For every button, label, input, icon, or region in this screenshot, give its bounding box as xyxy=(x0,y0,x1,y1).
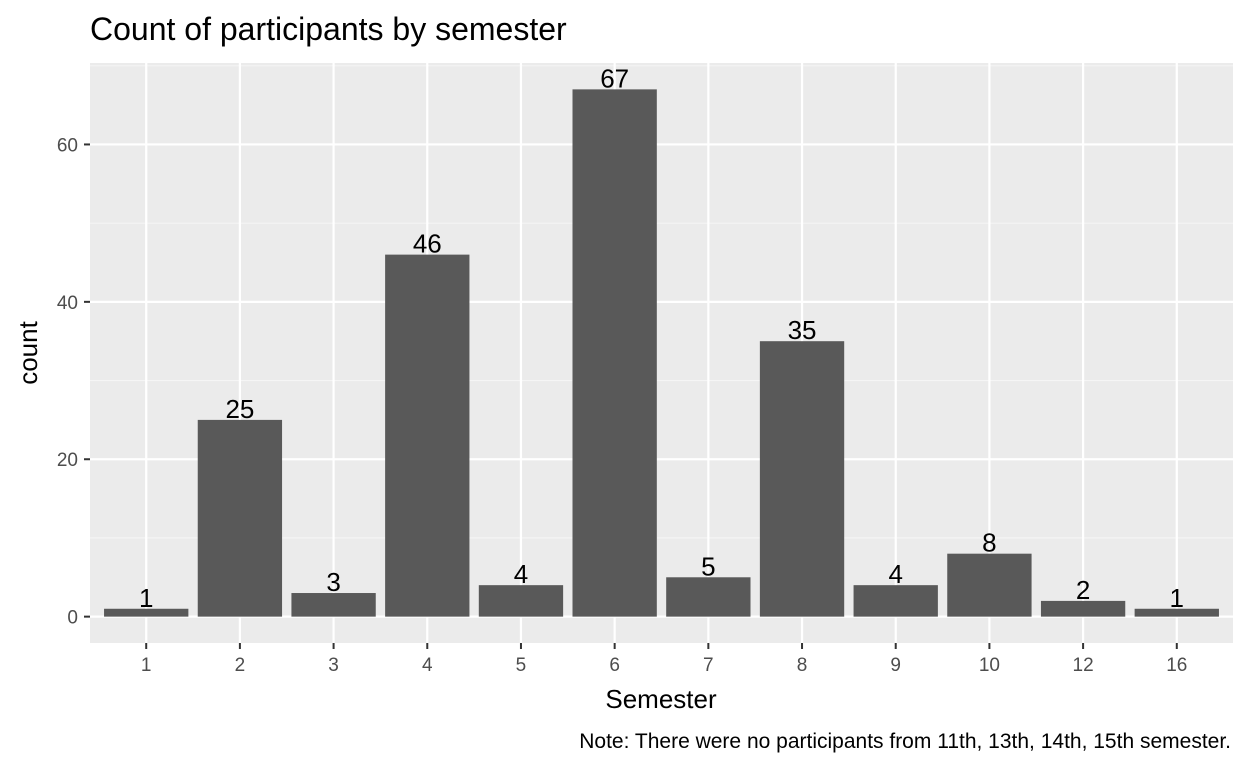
x-axis-title: Semester xyxy=(605,684,717,714)
bar xyxy=(759,341,845,617)
bar xyxy=(1040,600,1126,617)
bar xyxy=(1134,608,1219,617)
x-tick-label: 1 xyxy=(141,655,152,676)
y-tick-label: 0 xyxy=(67,608,78,629)
data-label: 2 xyxy=(1076,575,1090,605)
data-label: 25 xyxy=(225,394,254,424)
x-tick-label: 5 xyxy=(516,655,527,676)
x-axis: 1 2 3 4 5 6 7 8 9 10 12 16 xyxy=(141,643,1187,676)
bar xyxy=(291,593,376,617)
bar xyxy=(478,585,564,617)
x-tick-label: 6 xyxy=(609,655,620,676)
y-tick-label: 20 xyxy=(57,450,78,471)
data-label: 4 xyxy=(888,559,902,589)
y-tick-label: 60 xyxy=(57,135,78,156)
x-tick-label: 10 xyxy=(979,655,1000,676)
bar xyxy=(104,608,189,617)
bar xyxy=(666,577,751,617)
bar xyxy=(947,553,1032,617)
data-label: 67 xyxy=(600,63,629,93)
x-tick-label: 4 xyxy=(422,655,433,676)
data-labels: 1 25 3 46 4 67 5 35 4 8 2 1 xyxy=(139,63,1184,612)
x-tick-label: 8 xyxy=(797,655,808,676)
chart-title: Count of participants by semester xyxy=(90,11,567,47)
y-tick-label: 40 xyxy=(57,293,78,314)
data-label: 35 xyxy=(788,315,817,345)
bar xyxy=(197,419,283,617)
bar xyxy=(572,89,657,617)
x-tick-label: 3 xyxy=(328,655,339,676)
data-label: 8 xyxy=(982,528,996,558)
x-tick-label: 2 xyxy=(235,655,246,676)
y-axis-title: count xyxy=(13,320,43,384)
bar xyxy=(853,585,938,617)
data-label: 5 xyxy=(701,551,715,581)
x-tick-label: 7 xyxy=(703,655,714,676)
data-label: 46 xyxy=(413,229,442,259)
x-tick-label: 9 xyxy=(890,655,901,676)
y-axis: 0 20 40 60 xyxy=(57,135,90,629)
data-label: 1 xyxy=(139,583,153,613)
bar xyxy=(385,254,470,617)
data-label: 4 xyxy=(514,559,528,589)
bars xyxy=(104,89,1219,617)
data-label: 1 xyxy=(1170,583,1184,613)
x-tick-label: 12 xyxy=(1073,655,1094,676)
chart-caption: Note: There were no participants from 11… xyxy=(579,730,1231,753)
x-tick-label: 16 xyxy=(1166,655,1187,676)
data-label: 3 xyxy=(326,567,340,597)
